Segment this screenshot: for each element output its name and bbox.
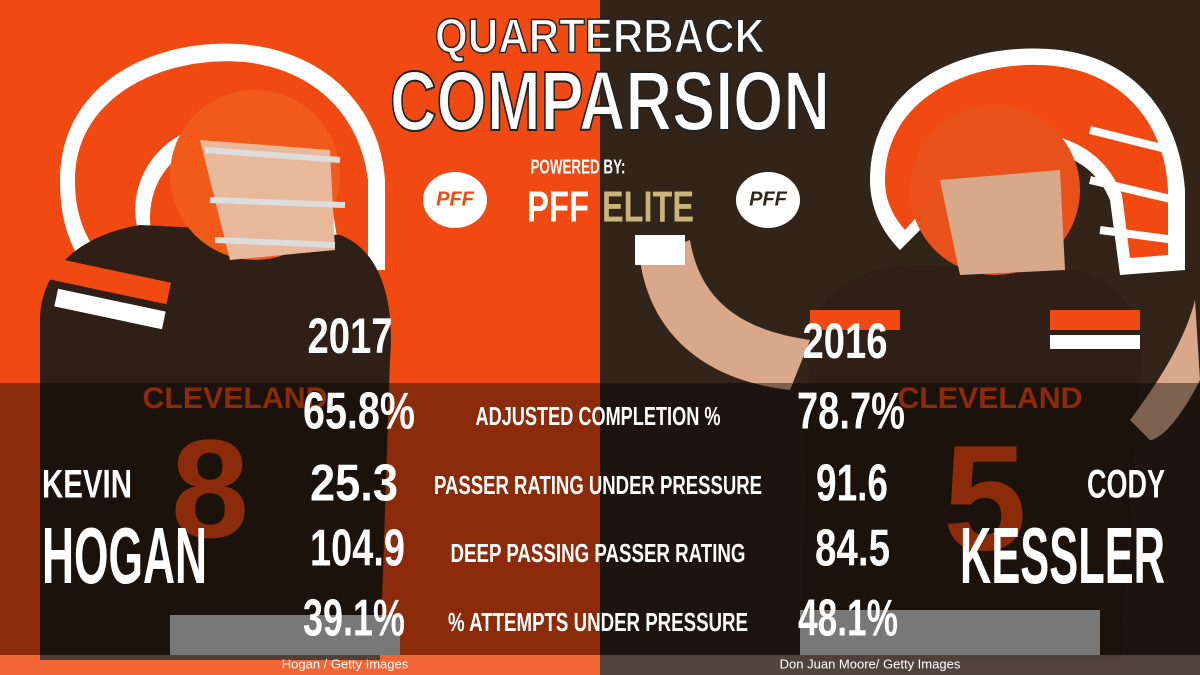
sponsor-tier: ELITE: [602, 183, 694, 232]
stat-label: PASSER RATING UNDER PRESSURE: [434, 470, 762, 500]
jersey-number: 5: [943, 414, 1026, 582]
stat-row: 25.3 PASSER RATING UNDER PRESSURE 91.6: [310, 455, 888, 513]
jersey-team: CLEVELAND: [898, 382, 1083, 415]
pff-logo: [736, 172, 800, 228]
jersey-number: 8: [171, 410, 249, 567]
photo-credit: Hogan / Getty Images: [282, 656, 409, 671]
season: 2016: [803, 313, 888, 369]
left-value: 104.9: [310, 520, 405, 578]
photo-credit: Don Juan Moore/ Getty Images: [780, 656, 961, 671]
first-name: CODY: [1087, 463, 1165, 507]
right-value: 48.1%: [798, 590, 898, 648]
season: 2017: [308, 308, 393, 364]
first-name: KEVIN: [42, 463, 132, 507]
left-player: [40, 90, 400, 660]
right-value: 91.6: [816, 455, 888, 513]
last-name: HOGAN: [42, 511, 207, 600]
powered-by: POWERED BY:: [531, 156, 626, 178]
right-value: 84.5: [815, 520, 890, 578]
stat-label: % ATTEMPTS UNDER PRESSURE: [448, 607, 748, 637]
stat-row: 65.8% ADJUSTED COMPLETION % 78.7%: [303, 383, 905, 441]
title-line1: QUARTERBACK: [435, 11, 765, 64]
stat-label: DEEP PASSING PASSER RATING: [451, 538, 746, 568]
pff-logo-text: PFF: [436, 188, 475, 210]
right-player: [635, 105, 1200, 660]
left-value: 25.3: [310, 455, 398, 513]
pff-logo: [423, 172, 487, 228]
sponsor-brand: PFF: [527, 183, 589, 232]
stats-band: [0, 383, 1200, 655]
last-name: KESSLER: [960, 511, 1165, 600]
left-value: 65.8%: [303, 383, 415, 441]
right-value: 78.7%: [797, 383, 905, 441]
left-value: 39.1%: [303, 590, 405, 648]
right-helmet: [870, 48, 1185, 275]
pff-logo-text: PFF: [749, 188, 788, 210]
stat-label: ADJUSTED COMPLETION %: [476, 401, 721, 431]
stat-row: 104.9 DEEP PASSING PASSER RATING 84.5: [310, 520, 890, 578]
title-line2: COMPARSION: [390, 54, 830, 148]
credit-bar: [0, 655, 1200, 675]
jersey-team: CLEVELAND: [143, 382, 328, 415]
stat-row: 39.1% % ATTEMPTS UNDER PRESSURE 48.1%: [303, 590, 898, 648]
